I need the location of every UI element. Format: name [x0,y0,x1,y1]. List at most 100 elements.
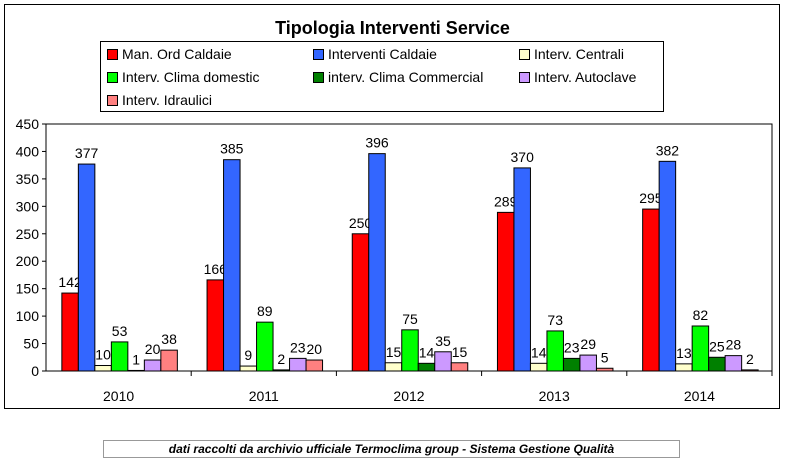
x-tick-label: 2010 [103,388,134,404]
bar [351,233,370,372]
bar [595,367,614,372]
bar [708,356,726,372]
y-tick-label: 50 [23,336,39,352]
legend-swatch [313,71,324,83]
bar [368,153,386,372]
data-label: 29 [580,336,596,352]
legend-swatch [519,71,530,83]
chart-frame [4,4,780,409]
x-tick-label: 2012 [393,388,424,404]
legend-label: Interventi Caldaie [328,46,437,62]
data-label: 382 [656,142,680,158]
bar [110,341,129,372]
bar [642,208,660,372]
bar [434,351,452,372]
data-label: 2 [746,351,754,367]
data-label: 250 [349,215,373,231]
legend-swatch [313,48,324,60]
bar [272,369,291,372]
x-tick-label: 2013 [539,388,570,404]
bar [658,160,677,372]
y-tick-label: 250 [16,226,40,242]
data-label: 289 [494,193,518,209]
bar [77,163,96,372]
data-label: 15 [386,344,402,360]
bar [546,330,564,372]
data-label: 23 [290,339,306,355]
legend-item: Man. Ord Caldaie [107,46,232,62]
legend-label: Interv. Idraulici [122,92,212,108]
data-label: 385 [220,141,244,157]
bar [579,354,597,372]
bar [401,329,419,372]
bar [384,362,403,372]
data-label: 82 [693,307,709,323]
legend-item: Interventi Caldaie [313,46,437,62]
legend-item: Interv. Centrali [519,46,624,62]
data-label: 23 [564,339,580,355]
bar [513,167,531,372]
data-label: 370 [511,149,535,165]
legend-label: interv. Clima Commercial [328,69,484,85]
data-label: 1 [132,351,140,367]
chart-title: Tipologia Interventi Service [275,18,510,38]
y-tick-label: 100 [16,308,40,324]
bar [724,355,743,372]
bar [127,369,145,372]
bar [94,365,112,372]
data-label: 5 [601,349,609,365]
bar [289,357,307,372]
legend-swatch [519,48,530,60]
data-label: 9 [244,347,252,363]
bar [691,325,710,372]
data-label: 10 [95,347,111,363]
data-label: 14 [531,344,547,360]
x-tick-label: 2014 [684,388,715,404]
data-label: 73 [547,312,563,328]
data-label: 53 [112,323,128,339]
bar [529,362,548,372]
bar [496,211,515,372]
y-tick-label: 300 [16,198,40,214]
data-label: 35 [435,333,451,349]
data-label: 25 [709,338,725,354]
data-label: 2 [277,351,285,367]
legend-label: Man. Ord Caldaie [122,46,232,62]
bar [143,359,162,372]
data-label: 377 [75,145,99,161]
bar [256,321,274,372]
legend-item: interv. Clima Commercial [313,69,483,85]
bar [450,362,469,372]
data-label: 20 [307,341,323,357]
legend-swatch [107,48,118,60]
data-label: 396 [365,135,389,151]
legend-swatch [107,71,118,83]
data-label: 28 [726,337,742,353]
legend-label: Interv. Centrali [534,46,624,62]
bar [675,363,693,372]
data-label: 13 [676,345,692,361]
y-tick-label: 200 [16,253,40,269]
y-tick-label: 150 [16,281,40,297]
data-label: 295 [639,190,663,206]
x-tick-label: 2011 [249,388,279,404]
bar [61,292,79,372]
data-label: 166 [204,261,228,277]
legend-item: Interv. Clima domestic [107,69,259,85]
legend-item: Interv. Autoclave [519,69,636,85]
data-label: 14 [419,344,435,360]
legend-label: Interv. Autoclave [534,69,637,85]
y-tick-label: 450 [16,116,40,132]
bar [206,279,225,372]
legend-label: Interv. Clima domestic [122,69,260,85]
data-label: 75 [402,311,418,327]
bar [562,357,581,372]
data-label: 15 [452,344,468,360]
footer-note: dati raccolti da archivio ufficiale Term… [103,440,680,458]
data-label: 142 [58,274,82,290]
bar [239,365,258,372]
legend-item: Interv. Idraulici [107,92,212,108]
data-label: 89 [257,303,273,319]
bar [417,362,436,372]
